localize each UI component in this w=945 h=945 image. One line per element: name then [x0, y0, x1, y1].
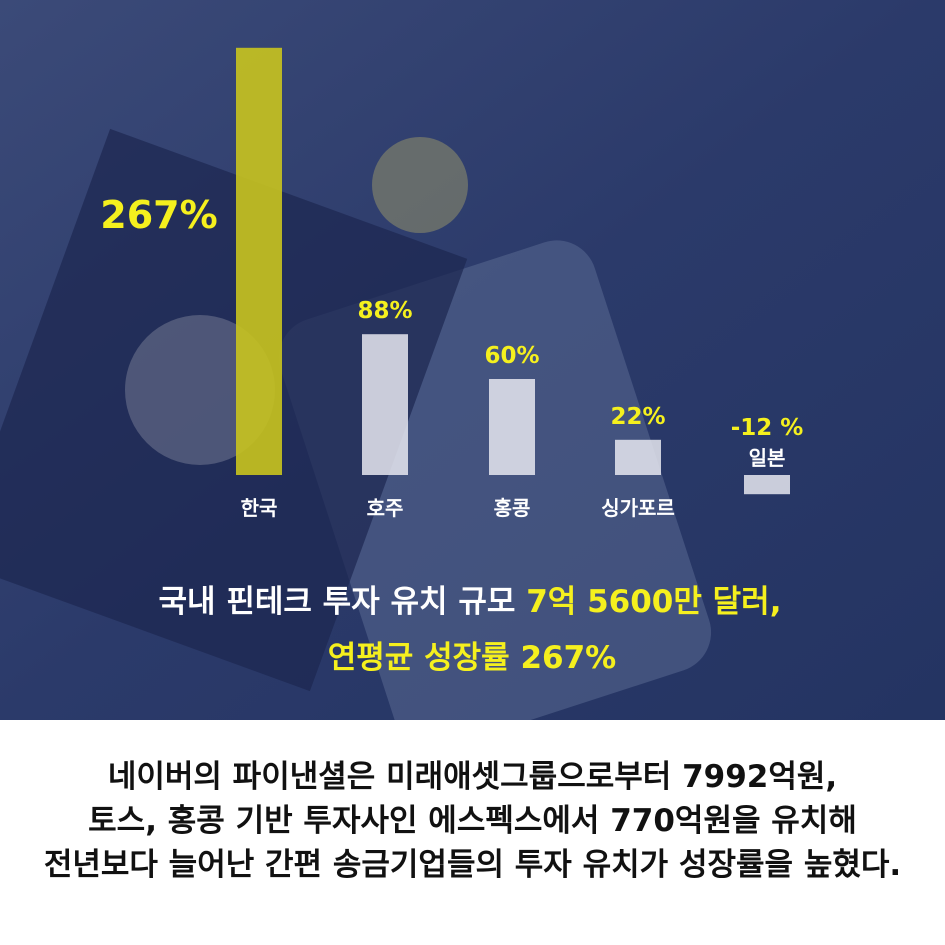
caption-line: 전년보다 늘어난 간편 송금기업들의 투자 유치가 성장률을 높혔다. — [43, 847, 902, 883]
chart: 국내 핀테크 투자 유치 규모 7억 5600만 달러, 연평균 성장률 267… — [0, 0, 945, 720]
caption-line: 네이버의 파이낸셜은 미래애셋그룹으로부터 7992억원, — [107, 759, 838, 795]
value-label: 88% — [357, 298, 412, 324]
bar — [489, 379, 535, 475]
value-label: 22% — [610, 404, 665, 430]
bar — [615, 439, 661, 475]
category-label: 한국 — [241, 496, 278, 520]
headline: 국내 핀테크 투자 유치 규모 7억 5600만 달러, — [159, 584, 782, 620]
bar — [744, 475, 790, 495]
coin — [372, 137, 468, 233]
headline-line: 연평균 성장률 267% — [328, 640, 616, 676]
value-label: -12 % — [731, 415, 804, 441]
headline-part: 국내 핀테크 투자 유치 규모 — [159, 584, 527, 620]
bar — [362, 334, 408, 475]
headline-part: 7억 5600만 달러, — [526, 584, 781, 620]
caption-line: 토스, 홍콩 기반 투자사인 에스펙스에서 770억원을 유치해 — [88, 803, 857, 839]
bar — [236, 47, 282, 476]
category-label: 일본 — [749, 446, 786, 470]
category-label: 홍콩 — [494, 496, 531, 520]
value-label: 267% — [100, 193, 217, 237]
value-label: 60% — [484, 343, 539, 369]
caption: 네이버의 파이낸셜은 미래애셋그룹으로부터 7992억원, 토스, 홍콩 기반 … — [0, 755, 945, 887]
category-label: 호주 — [367, 496, 404, 520]
category-label: 싱가포르 — [601, 496, 675, 520]
